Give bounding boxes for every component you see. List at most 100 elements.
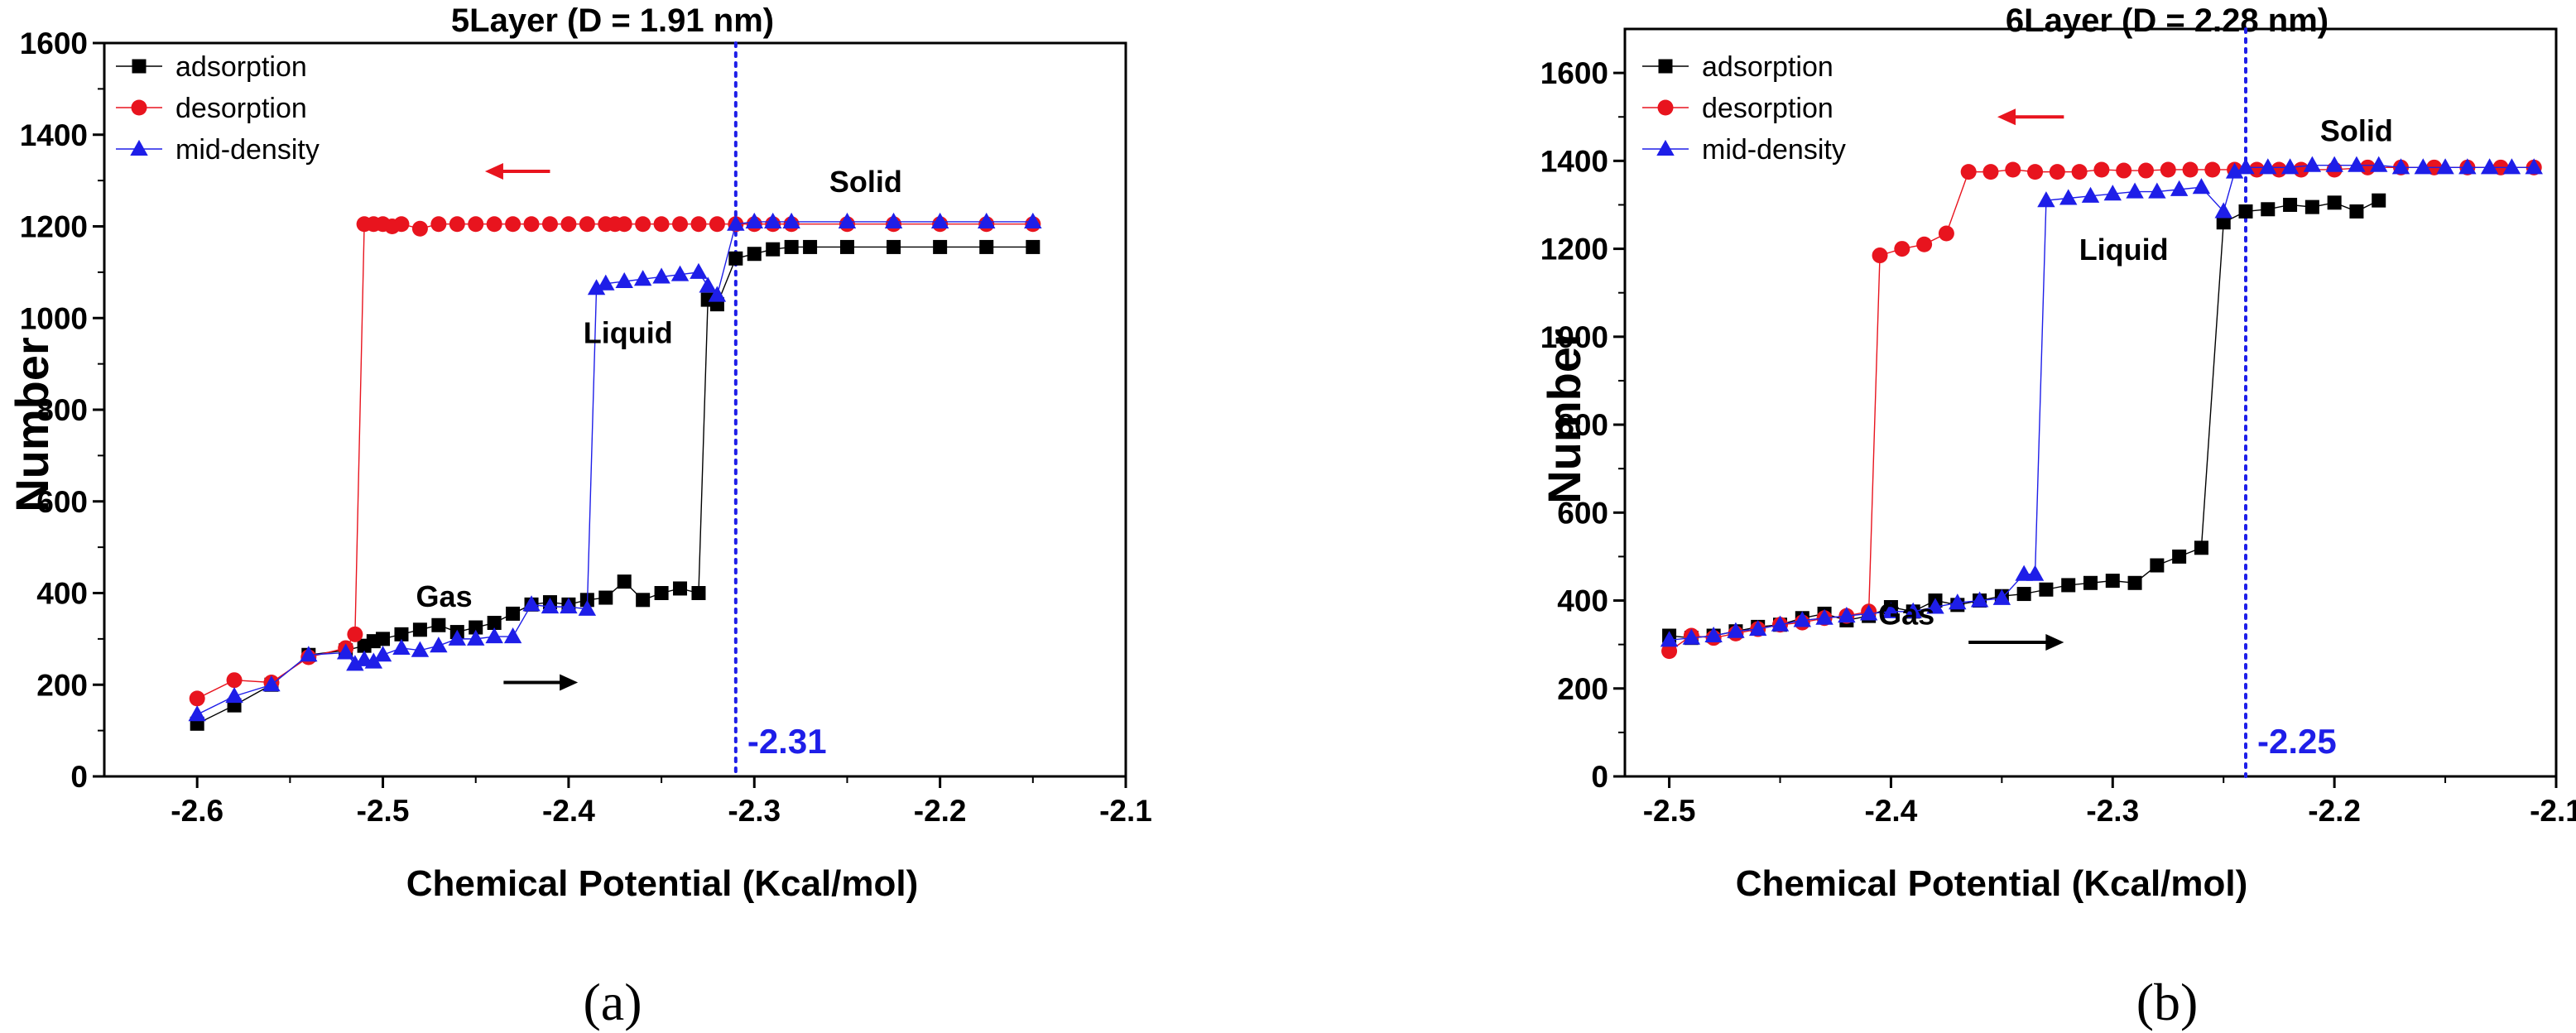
chart-b-legend-marker <box>1657 99 1674 116</box>
chart-a-point-adsorption <box>691 586 706 600</box>
chart-b-ytick-label: 200 <box>1557 672 1608 706</box>
chart-a-ytick-label: 800 <box>36 393 88 427</box>
chart-a-point-mid-density <box>699 276 717 293</box>
chart-b-series-mid-density <box>1660 156 2543 647</box>
chart-a-legend-item-adsorption: adsorption <box>116 51 307 83</box>
chart-b-point-desorption <box>1982 164 1999 180</box>
chart-panel-b: 6Layer (D = 2.28 nm) -2.5 -2.4 -2.3 -2.2 -2.1… <box>1288 0 2576 1033</box>
chart-a-point-mid-density <box>430 637 448 653</box>
chart-a-point-desorption <box>523 216 540 233</box>
chart-a-point-desorption <box>635 216 651 233</box>
chart-a-point-adsorption <box>933 239 948 254</box>
chart-a-point-desorption <box>709 216 725 233</box>
chart-a-point-mid-density <box>373 646 392 662</box>
chart-b-point-mid-density <box>1838 607 1856 623</box>
chart-b-ytick-label: 0 <box>1591 760 1608 794</box>
chart-a-point-adsorption <box>803 239 818 254</box>
chart-b-title: 6Layer (D = 2.28 nm) <box>2006 2 2328 39</box>
chart-a-point-desorption <box>486 216 502 233</box>
chart-a-arrow-right-head <box>560 674 579 691</box>
chart-b-arrow-left-head <box>1997 108 2016 126</box>
chart-a-ytick-label: 1200 <box>20 210 88 244</box>
chart-a-point-adsorption <box>887 239 901 254</box>
chart-a-point-desorption <box>411 220 428 237</box>
chart-a-point-mid-density <box>300 646 318 662</box>
chart-b-point-mid-density <box>1660 631 1679 647</box>
chart-b-point-mid-density <box>1882 602 1901 618</box>
chart-a-point-mid-density <box>587 279 606 295</box>
chart-b-point-mid-density <box>2348 156 2366 172</box>
chart-a-point-adsorption <box>673 581 688 596</box>
chart-a-point-desorption <box>505 216 521 233</box>
chart-a-point-mid-density <box>727 214 745 231</box>
chart-a-point-mid-density <box>884 212 903 228</box>
chart-b-xtick-label: -2.3 <box>2086 794 2139 828</box>
chart-a-point-mid-density <box>1024 212 1042 228</box>
chart-a-point-mid-density <box>763 212 782 228</box>
chart-a-ytick-label: 1600 <box>20 26 88 60</box>
chart-a-arrow-left-head <box>484 163 503 180</box>
chart-a-point-adsorption <box>394 627 409 641</box>
chart-b-point-adsorption <box>2372 193 2386 208</box>
chart-a-point-mid-density <box>652 267 670 284</box>
chart-b-point-desorption <box>2027 164 2044 180</box>
chart-b-point-mid-density <box>2325 156 2343 172</box>
chart-b-point-mid-density <box>1926 598 1944 614</box>
chart-b-point-adsorption <box>2194 541 2208 555</box>
chart-b-xtick-label: -2.5 <box>1643 794 1696 828</box>
chart-a-legend-item-mid-density: mid-density <box>116 134 320 166</box>
chart-b-xtick-label: -2.1 <box>2530 794 2576 828</box>
chart-b-point-desorption <box>1872 247 1888 264</box>
chart-a-point-mid-density <box>615 271 633 288</box>
chart-a-point-desorption <box>449 216 465 233</box>
chart-a-point-adsorption <box>376 632 391 646</box>
chart-b-ytick-label: 1400 <box>1540 144 1608 178</box>
chart-b-point-desorption <box>2182 161 2199 178</box>
chart-a-point-mid-density <box>392 638 411 655</box>
chart-a-point-adsorption <box>487 615 502 630</box>
chart-a-point-mid-density <box>346 655 364 671</box>
chart-b-legend-marker <box>1656 139 1675 156</box>
chart-b-ytick-label: 1200 <box>1540 233 1608 267</box>
chart-a-point-adsorption <box>747 247 762 262</box>
chart-b-point-desorption <box>2049 164 2065 180</box>
chart-b-point-desorption <box>2005 161 2021 178</box>
chart-a-point-adsorption <box>431 617 446 632</box>
chart-a-legend-marker <box>131 99 147 116</box>
chart-b-point-mid-density <box>1859 604 1878 621</box>
chart-a-xtick-label: -2.5 <box>357 794 410 828</box>
chart-b-point-desorption <box>1894 241 1910 257</box>
chart-b-legend-label: desorption <box>1702 93 1833 124</box>
chart-b-point-desorption <box>2204 161 2221 178</box>
chart-b-point-desorption <box>1916 236 1933 252</box>
chart-panel-a: 5Layer (D = 1.91 nm) -2.6 -2.5 -2.4 -2.3 -2.2… <box>6 2 1152 1031</box>
chart-b-point-mid-density <box>1904 602 1922 618</box>
chart-a-point-desorption <box>616 216 632 233</box>
chart-a-point-adsorption <box>784 239 799 254</box>
chart-a-series-adsorption <box>190 239 1040 731</box>
chart-a-point-desorption <box>672 216 689 233</box>
chart-b-point-mid-density <box>2502 158 2521 175</box>
chart-b-annotation-solid: Solid <box>2320 113 2393 147</box>
chart-a-point-mid-density <box>448 629 467 646</box>
chart-b-point-mid-density <box>2126 182 2144 199</box>
chart-a-point-mid-density <box>838 212 857 228</box>
chart-b-point-adsorption <box>2172 549 2187 564</box>
chart-b-point-mid-density <box>2303 156 2322 172</box>
chart-b-point-desorption <box>2160 161 2176 178</box>
chart-a-line-desorption <box>196 223 1033 699</box>
chart-b-legend-item-adsorption: adsorption <box>1642 51 1833 83</box>
chart-b-point-mid-density <box>2015 565 2033 581</box>
chart-a-point-mid-density <box>411 641 430 657</box>
chart-b-point-mid-density <box>2225 162 2244 179</box>
chart-a-point-mid-density <box>336 643 355 660</box>
chart-b: 6Layer (D = 2.28 nm) -2.5 -2.4 -2.3 -2.2 -2.1… <box>1538 2 2576 1031</box>
chart-b-point-adsorption <box>2061 578 2076 593</box>
chart-b-ytick-label: 1000 <box>1540 320 1608 354</box>
chart-a-ytick-label: 200 <box>36 668 88 702</box>
chart-b-point-mid-density <box>2059 189 2078 205</box>
chart-a-ytick-label: 1400 <box>20 118 88 152</box>
chart-b-ytick-label: 1600 <box>1540 56 1608 90</box>
chart-b-xlabel: Chemical Potential (Kcal/mol) <box>1736 863 2248 904</box>
chart-b-ytick-label: 600 <box>1557 496 1608 530</box>
